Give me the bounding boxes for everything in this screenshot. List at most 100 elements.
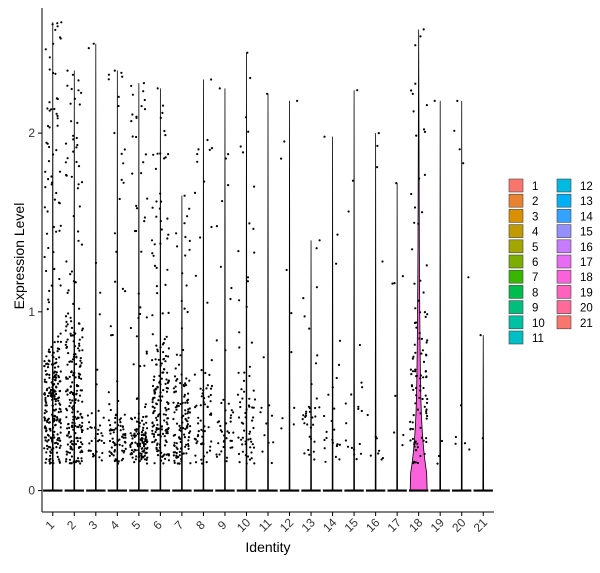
point [187, 436, 190, 439]
point [417, 222, 420, 225]
point [135, 115, 138, 118]
point [419, 389, 422, 392]
point [109, 432, 112, 435]
point [49, 436, 52, 439]
point [241, 436, 244, 439]
point [66, 389, 69, 392]
x-tick-label: 18 [406, 515, 426, 535]
point [265, 422, 268, 425]
point [48, 289, 51, 292]
point [71, 442, 74, 446]
point [290, 351, 293, 354]
point [76, 437, 79, 440]
point [184, 427, 187, 431]
violin-14 [331, 136, 334, 491]
point [207, 426, 210, 429]
point [135, 420, 139, 423]
point [270, 414, 274, 417]
point [248, 432, 251, 435]
point [137, 420, 140, 424]
point [51, 404, 54, 407]
point [164, 413, 167, 416]
point [58, 229, 61, 232]
point [248, 397, 251, 400]
point [153, 375, 156, 378]
point [337, 363, 341, 366]
point [424, 394, 427, 397]
point [74, 401, 77, 404]
point [74, 281, 77, 284]
point [180, 327, 183, 330]
point [137, 316, 140, 320]
point [69, 332, 72, 335]
point [418, 332, 421, 335]
point [53, 414, 56, 417]
point [210, 440, 213, 443]
point [59, 389, 62, 393]
point [230, 409, 233, 412]
point [99, 291, 102, 294]
point [165, 409, 168, 412]
point [172, 417, 175, 421]
point [80, 389, 83, 392]
point [412, 414, 415, 417]
point [197, 430, 200, 433]
point [346, 445, 350, 448]
point [80, 91, 83, 94]
point [158, 374, 161, 377]
point [45, 444, 49, 447]
point [247, 404, 251, 407]
point [151, 422, 154, 425]
point [56, 97, 59, 101]
point [155, 416, 158, 419]
point [51, 354, 54, 357]
point [283, 140, 286, 143]
point [422, 360, 426, 363]
legend-label-7: 7 [532, 272, 538, 284]
point [411, 370, 415, 373]
point [391, 282, 394, 285]
point [199, 404, 202, 407]
point [132, 363, 135, 366]
point [378, 449, 381, 452]
point [48, 101, 51, 104]
point [152, 396, 155, 400]
point [121, 449, 124, 452]
point [425, 410, 428, 413]
point [108, 403, 111, 406]
point [46, 447, 49, 450]
point [155, 448, 158, 451]
point [144, 436, 148, 439]
point [119, 424, 122, 427]
point [153, 243, 156, 246]
point [314, 362, 318, 365]
point [46, 394, 50, 398]
violin-15 [353, 90, 355, 491]
point [66, 393, 69, 396]
point [56, 117, 59, 120]
point [54, 442, 57, 445]
point [139, 312, 142, 316]
point [117, 95, 120, 98]
point [110, 453, 113, 456]
point [58, 461, 62, 464]
point [381, 260, 384, 263]
point [155, 266, 158, 269]
point [78, 344, 81, 347]
point [221, 200, 224, 203]
point [360, 381, 363, 384]
point [202, 455, 206, 458]
point [375, 437, 378, 440]
point [130, 84, 133, 87]
point [143, 454, 146, 457]
point [394, 394, 397, 397]
point [98, 424, 102, 427]
point [166, 430, 169, 433]
violin-6 [159, 88, 162, 491]
point [81, 450, 84, 453]
point [173, 461, 176, 464]
point [189, 425, 192, 428]
point [69, 385, 72, 388]
point [79, 426, 83, 429]
point [59, 410, 63, 413]
